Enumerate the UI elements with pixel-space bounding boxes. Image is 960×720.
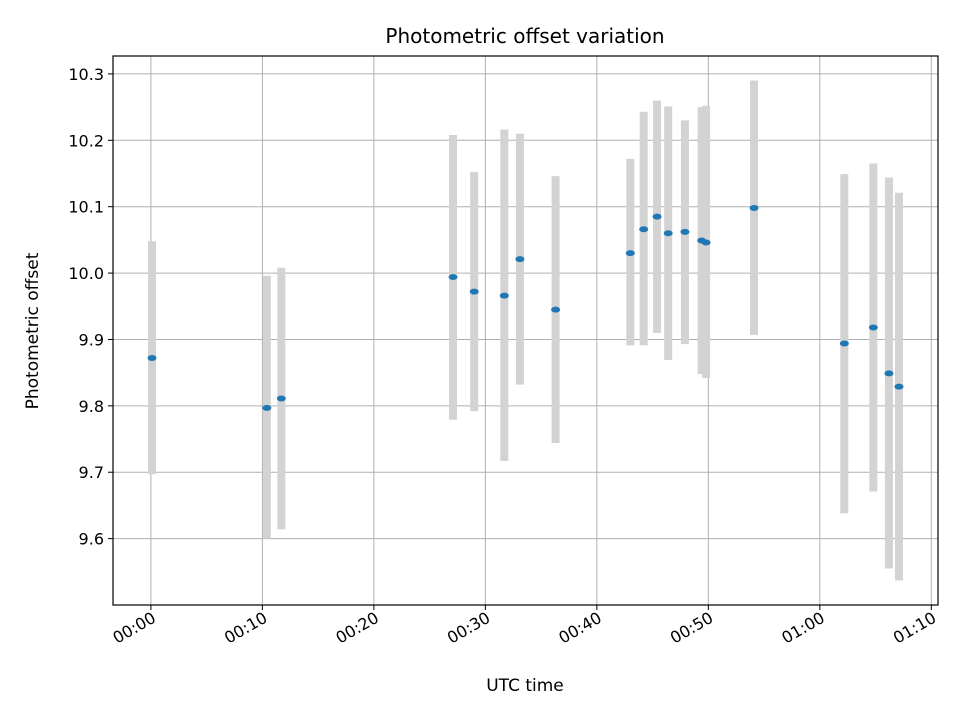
data-point (276, 395, 286, 402)
y-tick-label: 9.6 (79, 530, 104, 549)
y-tick-label: 9.7 (79, 463, 104, 482)
y-tick-label: 9.8 (79, 397, 104, 416)
x-axis-title: UTC time (486, 676, 564, 696)
data-point (884, 370, 894, 377)
y-axis-title: Photometric offset (23, 252, 43, 409)
data-point (868, 324, 878, 331)
data-point (499, 292, 509, 299)
data-point (749, 205, 759, 212)
data-point (625, 250, 635, 257)
data-points (147, 205, 904, 411)
data-point (894, 383, 904, 390)
y-tick-label: 10.3 (68, 65, 104, 84)
data-point (147, 355, 157, 362)
grid-lines (113, 56, 938, 605)
plot-area (113, 56, 938, 605)
data-point (262, 404, 272, 411)
y-tick-label: 10.1 (68, 198, 104, 217)
y-tick-label: 10.2 (68, 131, 104, 150)
data-point (551, 306, 561, 313)
data-point (448, 274, 458, 281)
data-point (469, 288, 479, 295)
data-point (515, 256, 525, 263)
data-point (663, 230, 673, 237)
data-point (680, 228, 690, 235)
chart-title: Photometric offset variation (385, 24, 664, 48)
data-point (652, 213, 662, 220)
data-point (639, 226, 649, 233)
y-tick-label: 10.0 (68, 264, 104, 283)
y-tick-label: 9.9 (79, 330, 104, 349)
data-point (701, 239, 711, 246)
plot-frame (112, 55, 939, 606)
data-point (839, 340, 849, 347)
